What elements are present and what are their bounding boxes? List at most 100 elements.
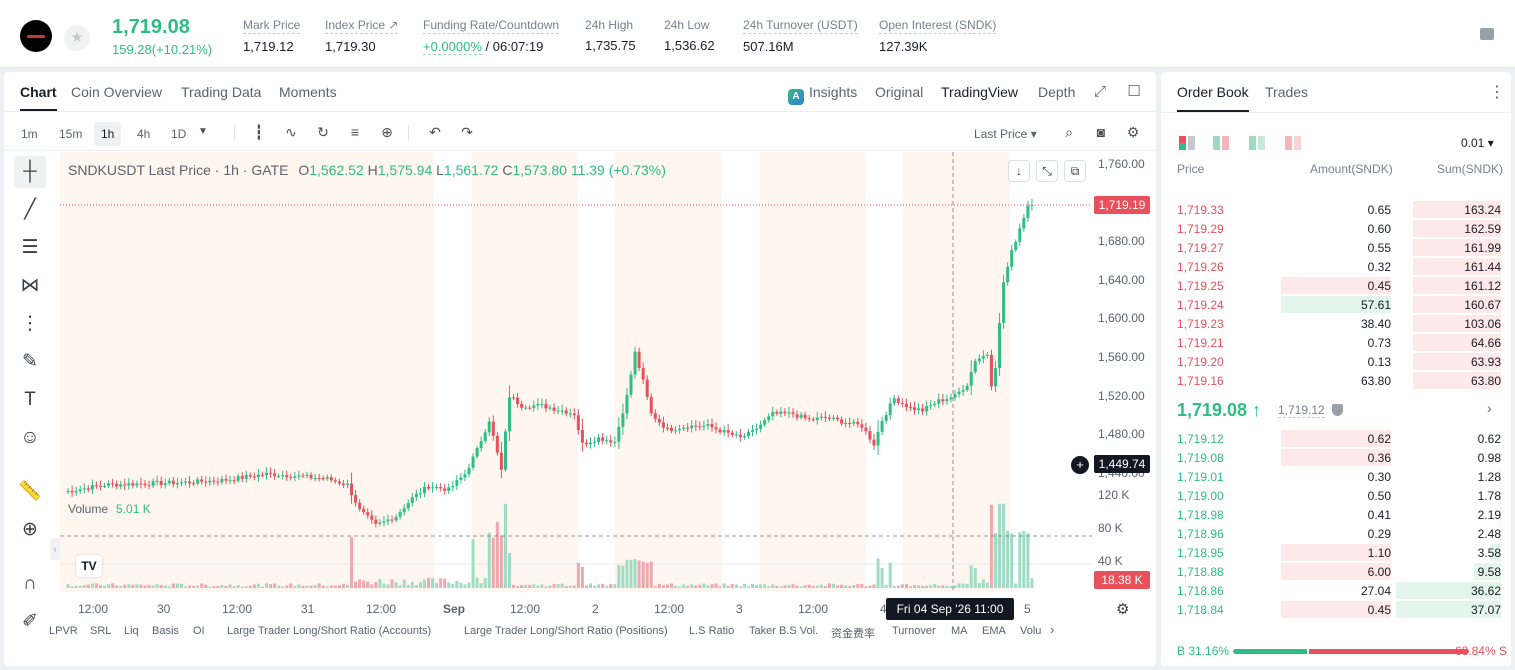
ask-row[interactable]: 1,719.25 0.45 161.12 xyxy=(1161,276,1511,295)
view-depth[interactable]: Depth xyxy=(1038,84,1076,100)
bid-row[interactable]: 1,718.86 27.04 36.62 xyxy=(1161,581,1511,600)
view-bids-icon[interactable] xyxy=(1249,136,1265,150)
stat-mark-price[interactable]: Mark Price 1,719.12 xyxy=(243,18,301,54)
book-icon[interactable] xyxy=(1480,28,1494,40)
indicator-taker-vol[interactable]: Taker B.S Vol. xyxy=(749,625,819,637)
view-insights[interactable]: A Insights xyxy=(788,84,857,105)
bid-row[interactable]: 1,719.12 0.62 0.62 xyxy=(1161,429,1511,448)
ask-row[interactable]: 1,719.27 0.55 161.99 xyxy=(1161,238,1511,257)
timeframe-1d[interactable]: 1D xyxy=(171,127,187,141)
axis-settings-icon[interactable]: ⚙ xyxy=(1116,601,1130,618)
view-asks-icon[interactable] xyxy=(1213,136,1229,150)
maximize-pane-icon[interactable]: ⧉ xyxy=(1064,160,1086,182)
price-source-select[interactable]: Last Price ▾ xyxy=(974,127,1037,141)
brush-tool-icon[interactable]: ✎ xyxy=(22,351,38,372)
indicator-basis[interactable]: Basis xyxy=(152,625,179,637)
undo-icon[interactable]: ↶ xyxy=(429,124,441,140)
indicator-ls-ratio[interactable]: L.S Ratio xyxy=(689,625,735,637)
crosshair-tool-icon[interactable]: ┼ xyxy=(14,156,46,188)
trendline-tool-icon[interactable]: ╱ xyxy=(24,199,36,220)
timeframe-1m[interactable]: 1m xyxy=(21,127,38,141)
more-vertical-icon[interactable]: ⋮ xyxy=(1489,84,1505,101)
collapse-pane-icon[interactable]: ⤡ xyxy=(1036,160,1058,182)
ask-row[interactable]: 1,719.16 63.80 63.80 xyxy=(1161,371,1511,390)
view-both-icon[interactable] xyxy=(1179,136,1195,150)
camera-icon[interactable]: ◙ xyxy=(1096,124,1106,140)
ask-row[interactable]: 1,719.24 57.61 160.67 xyxy=(1161,295,1511,314)
chevron-right-icon[interactable]: › xyxy=(1050,622,1055,637)
view-original[interactable]: Original xyxy=(875,84,924,100)
compare-icon[interactable]: ↻ xyxy=(317,124,329,140)
candle-type-icon[interactable]: ┇ xyxy=(254,124,264,140)
indicator-liq[interactable]: Liq xyxy=(124,625,139,637)
add-alert-icon[interactable]: ⊕ xyxy=(381,124,393,140)
view-sells-icon[interactable] xyxy=(1285,136,1301,150)
ask-row[interactable]: 1,719.26 0.32 161.44 xyxy=(1161,257,1511,276)
ask-row[interactable]: 1,719.23 38.40 103.06 xyxy=(1161,314,1511,333)
tab-trading-data[interactable]: Trading Data xyxy=(181,84,262,100)
bid-row[interactable]: 1,718.98 0.41 2.19 xyxy=(1161,505,1511,524)
indicator-turnover[interactable]: Turnover xyxy=(892,625,936,637)
indicator-ema[interactable]: EMA xyxy=(982,625,1006,637)
add-price-line-icon[interactable]: + xyxy=(1071,456,1089,474)
search-icon[interactable]: ⌕ xyxy=(1065,124,1073,140)
fib-tool-icon[interactable]: ⋮ xyxy=(20,313,40,334)
window-icon[interactable]: ☐ xyxy=(1127,83,1141,100)
indicators-icon[interactable]: ∿ xyxy=(285,124,297,140)
favorite-star-icon[interactable]: ★ xyxy=(64,25,90,51)
horizontal-lines-tool-icon[interactable]: ☰ xyxy=(21,237,39,258)
candle-body xyxy=(159,480,163,485)
tab-coin-overview[interactable]: Coin Overview xyxy=(71,84,163,100)
stat-funding-rate[interactable]: Funding Rate/Countdown +0.0000% / 06:07:… xyxy=(423,18,560,55)
timeframe-1h[interactable]: 1h xyxy=(94,122,122,146)
stat-index-price[interactable]: Index Price ↗ 1,719.30 xyxy=(325,18,399,54)
chevron-right-icon[interactable]: › xyxy=(1487,400,1492,416)
tab-order-book[interactable]: Order Book xyxy=(1177,84,1249,112)
indicator-funding-rate[interactable]: 资金费率 xyxy=(831,628,875,640)
bid-row[interactable]: 1,719.01 0.30 1.28 xyxy=(1161,467,1511,486)
candlestick-chart[interactable] xyxy=(60,152,1092,592)
emoji-tool-icon[interactable]: ☺ xyxy=(20,427,40,448)
candle-body xyxy=(508,397,511,432)
redo-icon[interactable]: ↷ xyxy=(461,124,473,140)
ask-row[interactable]: 1,719.33 0.65 163.24 xyxy=(1161,200,1511,219)
timeframe-4h[interactable]: 4h xyxy=(137,127,151,141)
tab-trades[interactable]: Trades xyxy=(1265,84,1309,100)
pattern-tool-icon[interactable]: ⋈ xyxy=(20,275,40,296)
bid-row[interactable]: 1,718.95 1.10 3.58 xyxy=(1161,543,1511,562)
ruler-tool-icon[interactable]: 📏 xyxy=(18,481,42,502)
collapse-toolbar-handle[interactable]: ‹ xyxy=(50,538,60,560)
timeframe-15m[interactable]: 15m xyxy=(59,127,83,141)
buy-sell-ratio: B 31.16% 68.84% S xyxy=(1177,644,1507,660)
tradingview-logo[interactable]: TV xyxy=(76,555,102,577)
edit-pencil-tool-icon[interactable]: ✐ xyxy=(22,611,38,632)
ask-row[interactable]: 1,719.29 0.60 162.59 xyxy=(1161,219,1511,238)
ask-row[interactable]: 1,719.20 0.13 63.93 xyxy=(1161,352,1511,371)
tab-moments[interactable]: Moments xyxy=(279,84,337,100)
ask-row[interactable]: 1,719.21 0.73 64.66 xyxy=(1161,333,1511,352)
view-tradingview[interactable]: TradingView xyxy=(941,84,1019,100)
text-tool-icon[interactable]: T xyxy=(24,389,36,410)
settings-gear-icon[interactable]: ⚙ xyxy=(1126,124,1140,140)
chart-plot-area[interactable] xyxy=(60,152,1092,592)
bid-row[interactable]: 1,719.08 0.36 0.98 xyxy=(1161,448,1511,467)
indicator-volume[interactable]: Volu xyxy=(1020,625,1042,637)
expand-icon[interactable]: ⤢ xyxy=(1093,83,1106,100)
bid-row[interactable]: 1,718.84 0.45 37.07 xyxy=(1161,600,1511,619)
bid-row[interactable]: 1,718.88 6.00 9.58 xyxy=(1161,562,1511,581)
bid-row[interactable]: 1,718.96 0.29 2.48 xyxy=(1161,524,1511,543)
tab-chart[interactable]: Chart xyxy=(20,84,57,111)
timeframe-dropdown-icon[interactable]: ▼ xyxy=(198,126,208,137)
precision-select[interactable]: 0.01 ▾ xyxy=(1461,136,1494,150)
zoom-in-tool-icon[interactable]: ⊕ xyxy=(22,519,38,540)
indicator-lpvr[interactable]: LPVR xyxy=(49,625,78,637)
indicator-ma[interactable]: MA xyxy=(951,625,968,637)
indicator-srl[interactable]: SRL xyxy=(90,625,112,637)
magnet-tool-icon[interactable]: ∩ xyxy=(23,573,37,594)
indicator-ls-accounts[interactable]: Large Trader Long/Short Ratio (Accounts) xyxy=(227,625,432,637)
scroll-down-icon[interactable]: ↓ xyxy=(1008,160,1030,182)
templates-icon[interactable]: ≡ xyxy=(350,124,360,140)
indicator-ls-positions[interactable]: Large Trader Long/Short Ratio (Positions… xyxy=(464,625,668,637)
bid-row[interactable]: 1,719.00 0.50 1.78 xyxy=(1161,486,1511,505)
indicator-oi[interactable]: OI xyxy=(193,625,205,637)
